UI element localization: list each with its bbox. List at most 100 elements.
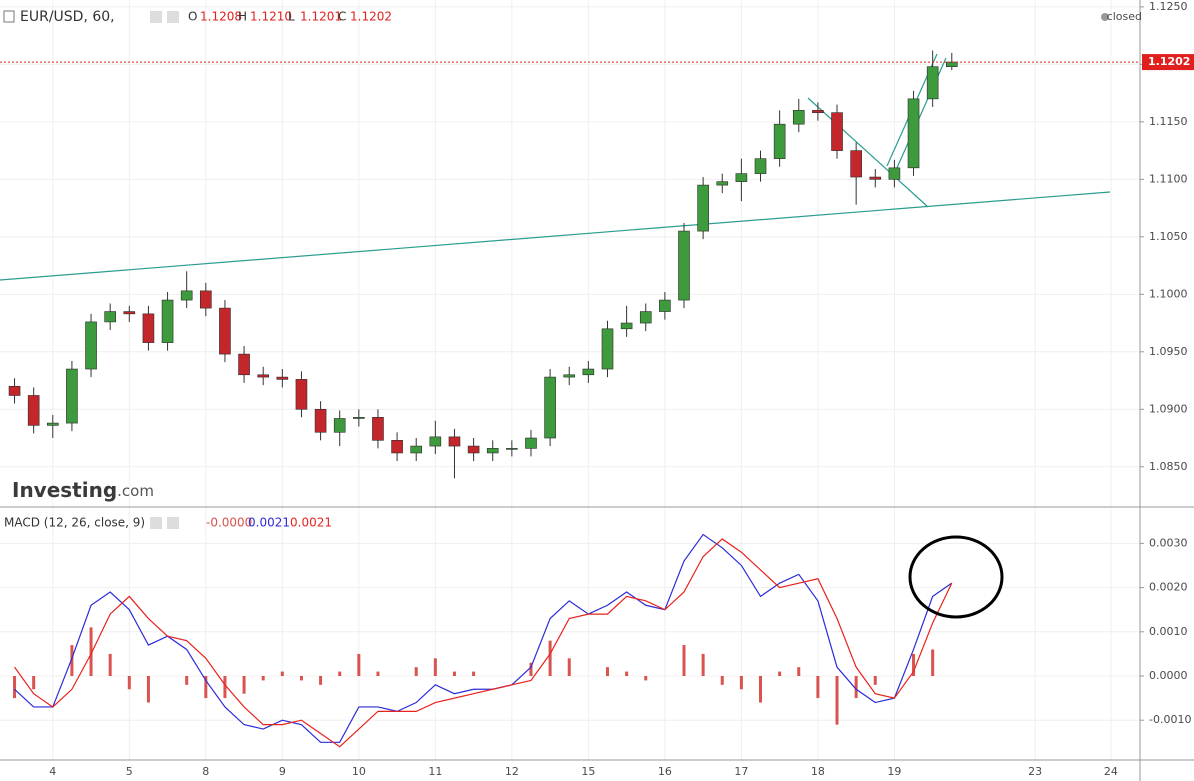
ohlc-value: 1.1210	[250, 10, 292, 24]
candle-body	[659, 299, 671, 312]
candle-body	[544, 376, 556, 439]
x-tick-label: 12	[505, 765, 519, 778]
candle-body	[180, 290, 193, 301]
x-tick-label: 18	[811, 765, 825, 778]
candle-body	[448, 436, 461, 447]
y-tick-label: 0.0000	[1149, 669, 1188, 682]
candle-body	[314, 408, 327, 433]
candle-body	[353, 417, 365, 419]
x-tick-label: 10	[352, 765, 366, 778]
settings-icon[interactable]	[167, 11, 179, 23]
candle-body	[716, 181, 729, 186]
grid-layer	[0, 0, 1140, 760]
candle-body	[735, 173, 748, 182]
candle-body	[142, 313, 155, 343]
candle-body	[850, 150, 862, 178]
x-tick-label: 16	[658, 765, 672, 778]
marks	[0, 50, 1140, 748]
trend-lines	[0, 53, 1111, 281]
candle-body	[869, 176, 882, 180]
ohlc-value: 1.1208	[200, 10, 242, 24]
ohlc-key: O	[188, 10, 197, 24]
price-tag-label: 1.1202	[1148, 55, 1190, 68]
candle-body	[85, 321, 97, 370]
trend-line	[0, 191, 1111, 281]
candle-body	[773, 123, 786, 159]
y-tick-label: 1.1150	[1149, 115, 1188, 128]
y-tick-label: 1.1050	[1149, 230, 1188, 243]
logo: Investing.com	[12, 478, 154, 502]
candle-body	[639, 311, 652, 324]
y-tick-label: 1.1000	[1149, 287, 1188, 300]
candle-body	[754, 158, 767, 174]
candle-body	[219, 307, 231, 355]
symbol: EUR/USD, 60,	[20, 9, 115, 25]
candle-body	[8, 385, 21, 396]
x-tick-label: 4	[49, 765, 56, 778]
candle-body	[200, 290, 212, 309]
x-tick-label: 23	[1028, 765, 1042, 778]
y-tick-label: 1.0900	[1149, 402, 1188, 415]
readout-value: 0.0021	[290, 516, 332, 530]
candle-body	[812, 110, 824, 113]
candle-body	[678, 230, 690, 301]
candle-body	[333, 418, 346, 433]
macd-line	[14, 538, 953, 748]
candle-body	[410, 445, 423, 454]
indicator-title: MACD (12, 26, close, 9)	[4, 516, 145, 530]
candle-body	[697, 184, 709, 232]
candle-body	[506, 448, 518, 450]
y-tick-label: 0.0020	[1149, 581, 1188, 594]
ohlc-key: H	[238, 10, 247, 24]
candle-body	[429, 436, 442, 447]
readout-value: -0.0000	[206, 516, 252, 530]
x-tick-label: 9	[279, 765, 286, 778]
readout-value: 0.0021	[248, 516, 290, 530]
x-tick-label: 15	[581, 765, 595, 778]
collapse-icon[interactable]	[3, 10, 15, 23]
trend-line	[807, 97, 929, 208]
settings-icon[interactable]	[150, 517, 162, 529]
candle-body	[486, 448, 499, 454]
ohlc-key: C	[338, 10, 346, 24]
candle-body	[46, 422, 59, 426]
y-tick-label: 0.0030	[1149, 536, 1188, 549]
candle-body	[945, 61, 958, 67]
settings-icon[interactable]	[167, 517, 179, 529]
candle-body	[467, 445, 480, 454]
ohlc-key: L	[288, 10, 295, 24]
macd-line	[14, 533, 953, 743]
x-tick-label: 11	[428, 765, 442, 778]
y-tick-label: 1.1100	[1149, 172, 1188, 185]
candle-body	[582, 368, 595, 376]
y-tick-label: 1.0950	[1149, 345, 1188, 358]
candle-body	[525, 437, 537, 449]
candle-body	[27, 395, 40, 426]
candle-body	[926, 66, 939, 100]
status: closed	[1107, 10, 1142, 23]
candle-body	[276, 376, 289, 380]
x-tick-label: 17	[734, 765, 748, 778]
candle-body	[620, 322, 633, 330]
y-tick-label: 0.0010	[1149, 625, 1188, 638]
candle-body	[888, 167, 901, 180]
x-tick-label: 24	[1104, 765, 1118, 778]
candle-body	[391, 440, 403, 454]
y-tick-label: -0.0010	[1149, 713, 1191, 726]
ohlc-value: 1.1202	[350, 10, 392, 24]
candle-body	[831, 112, 843, 151]
candle-body	[792, 110, 805, 125]
candle-body	[161, 299, 174, 343]
candle-body	[104, 311, 116, 323]
candle-body	[563, 374, 576, 378]
candle-body	[372, 417, 384, 441]
x-tick-label: 19	[887, 765, 901, 778]
ohlc-value: 1.1201	[300, 10, 342, 24]
candle-body	[601, 328, 614, 370]
x-tick-label: 5	[126, 765, 133, 778]
candle-body	[123, 311, 136, 315]
settings-icon[interactable]	[150, 11, 162, 23]
